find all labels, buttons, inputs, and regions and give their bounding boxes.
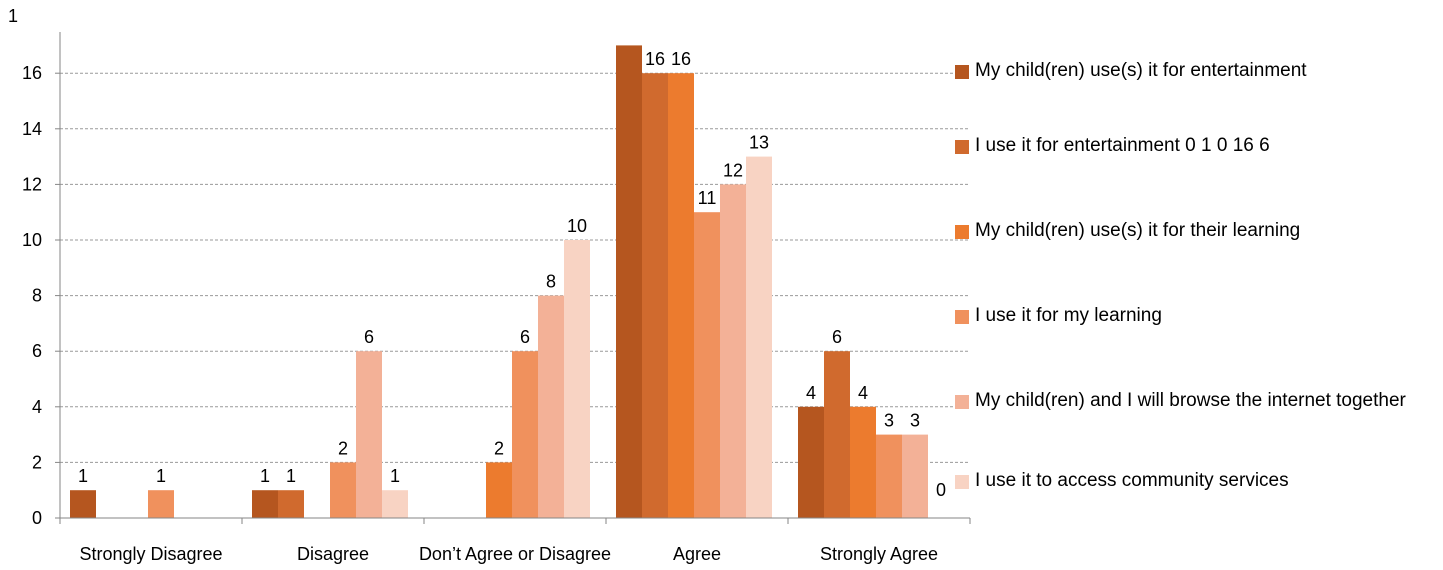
y-tick-label: 12 bbox=[22, 174, 42, 194]
x-tick-label: Don’t Agree or Disagree bbox=[419, 544, 611, 564]
data-label: 12 bbox=[723, 160, 743, 180]
legend-swatch bbox=[955, 310, 969, 324]
data-label: 3 bbox=[884, 411, 894, 431]
data-label: 4 bbox=[806, 383, 816, 403]
data-label: 6 bbox=[832, 327, 842, 347]
bar bbox=[252, 490, 278, 518]
bar bbox=[148, 490, 174, 518]
bar bbox=[382, 490, 408, 518]
x-tick-label: Disagree bbox=[297, 544, 369, 564]
bar bbox=[642, 73, 668, 518]
x-tick-label: Agree bbox=[673, 544, 721, 564]
legend-label: My child(ren) use(s) it for their learni… bbox=[975, 220, 1301, 241]
data-label: 13 bbox=[749, 133, 769, 153]
data-label: 1 bbox=[156, 466, 166, 486]
x-tick-label: Strongly Disagree bbox=[79, 544, 222, 564]
legend-label: I use it to access community services bbox=[975, 470, 1289, 491]
x-tick-label: Strongly Agree bbox=[820, 544, 938, 564]
data-label: 1 bbox=[260, 466, 270, 486]
data-label: 1 bbox=[390, 466, 400, 486]
legend-swatch bbox=[955, 395, 969, 409]
bar bbox=[902, 434, 928, 518]
legend-label: My child(ren) use(s) it for entertainmen… bbox=[975, 60, 1307, 81]
data-label: 4 bbox=[858, 383, 868, 403]
bar bbox=[798, 406, 824, 518]
data-label: 2 bbox=[338, 438, 348, 458]
bar bbox=[876, 434, 902, 518]
corner-label: 1 bbox=[8, 6, 19, 26]
legend-item: My child(ren) and I will browse the inte… bbox=[955, 388, 1415, 414]
bar bbox=[278, 490, 304, 518]
legend-label: I use it for entertainment 0 1 0 16 6 bbox=[975, 135, 1270, 156]
bar bbox=[512, 351, 538, 518]
legend-item: I use it to access community services bbox=[955, 468, 1415, 494]
y-tick-label: 4 bbox=[32, 397, 42, 417]
bar bbox=[746, 156, 772, 518]
bars bbox=[70, 45, 928, 519]
legend-swatch bbox=[955, 475, 969, 489]
bar bbox=[538, 295, 564, 518]
y-tick-label: 6 bbox=[32, 341, 42, 361]
y-tick-label: 10 bbox=[22, 230, 42, 250]
data-label: 6 bbox=[520, 327, 530, 347]
bar bbox=[668, 73, 694, 518]
y-tick-label: 8 bbox=[32, 286, 42, 306]
data-label: 2 bbox=[494, 438, 504, 458]
legend-swatch bbox=[955, 65, 969, 79]
legend-item: I use it for my learning bbox=[955, 303, 1415, 329]
bar bbox=[486, 462, 512, 518]
data-label: 3 bbox=[910, 411, 920, 431]
data-label: 11 bbox=[698, 188, 717, 208]
data-label: 0 bbox=[936, 480, 946, 500]
legend-label: I use it for my learning bbox=[975, 305, 1162, 326]
legend-item: I use it for entertainment 0 1 0 16 6 bbox=[955, 133, 1415, 159]
data-label: 1 bbox=[286, 466, 296, 486]
legend-swatch bbox=[955, 225, 969, 239]
bar bbox=[694, 212, 720, 518]
legend-label: My child(ren) and I will browse the inte… bbox=[975, 390, 1406, 411]
bar bbox=[850, 406, 876, 518]
bar bbox=[564, 240, 590, 518]
bar bbox=[70, 490, 96, 518]
legend-item: My child(ren) use(s) it for their learni… bbox=[955, 218, 1415, 244]
data-label: 8 bbox=[546, 272, 556, 292]
legend-item: My child(ren) use(s) it for entertainmen… bbox=[955, 58, 1415, 84]
bar bbox=[356, 351, 382, 518]
legend-swatch bbox=[955, 140, 969, 154]
data-label: 1 bbox=[78, 466, 88, 486]
y-tick-label: 2 bbox=[32, 452, 42, 472]
data-label: 10 bbox=[567, 216, 587, 236]
bar bbox=[330, 462, 356, 518]
data-label: 16 bbox=[671, 49, 691, 69]
bar bbox=[720, 184, 746, 518]
y-tick-label: 14 bbox=[22, 119, 42, 139]
data-label: 16 bbox=[645, 49, 665, 69]
y-tick-label: 16 bbox=[22, 63, 42, 83]
y-tick-label: 0 bbox=[32, 508, 42, 528]
bar bbox=[824, 351, 850, 518]
bar bbox=[616, 45, 642, 519]
data-label: 6 bbox=[364, 327, 374, 347]
